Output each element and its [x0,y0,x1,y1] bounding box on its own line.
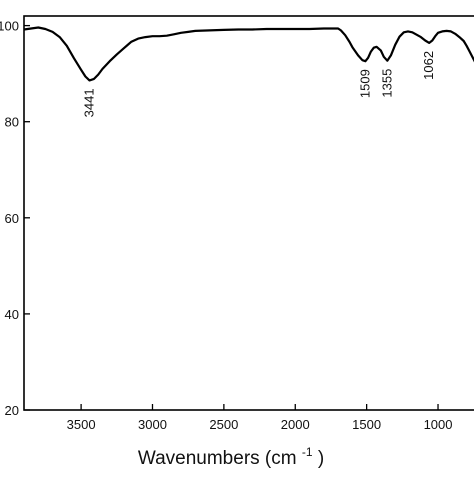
peak-annotation-label: 3441 [82,88,97,117]
x-tick-label: 2500 [209,417,238,432]
spectrum-line [23,26,474,82]
plot-frame [23,15,474,411]
x-tick-label: 1000 [424,417,453,432]
x-axis-label-main: Wavenumbers (cm [138,448,297,469]
x-axis-label: Wavenumbers (cm -1 ) [138,440,324,469]
y-tick-label: 20 [5,403,19,418]
y-tick-label: 60 [5,211,19,226]
y-tick-label: 40 [5,307,19,322]
x-tick-label: 3500 [67,417,96,432]
y-tick-label: 80 [5,115,19,130]
x-axis-ticks: 3500 3000 2500 2000 1500 1000 [67,404,453,432]
peak-annotation-label: 1355 [379,69,394,98]
x-tick-label: 3000 [138,417,167,432]
peak-annotations: 3441 1509 1355 1062 [82,51,437,117]
x-tick-label: 2000 [281,417,310,432]
y-axis-ticks: 20 40 60 80 100 [0,19,30,418]
peak-annotation-label: 1062 [421,51,436,80]
x-axis-label-superscript: -1 [302,445,313,459]
y-tick-label: 100 [0,19,19,34]
x-axis-label-close: ) [318,448,324,469]
x-tick-label: 1500 [352,417,381,432]
peak-annotation-label: 1509 [357,69,372,98]
